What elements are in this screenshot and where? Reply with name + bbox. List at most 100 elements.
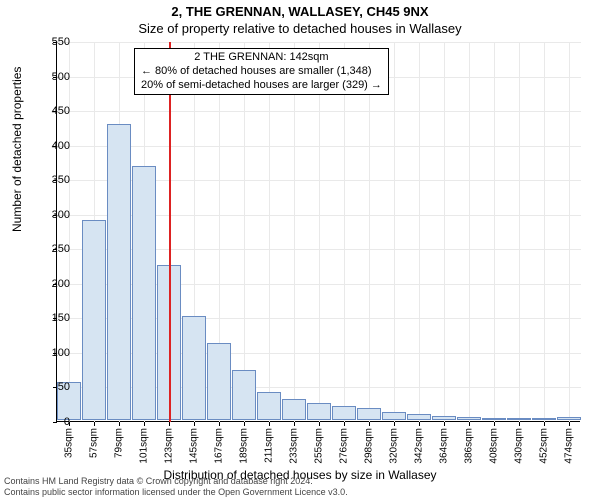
- histogram-bar: [257, 392, 281, 420]
- plot-area: 35sqm57sqm79sqm101sqm123sqm145sqm167sqm1…: [56, 42, 580, 422]
- footer-line-2: Contains public sector information licen…: [4, 487, 596, 498]
- ytick-label: 150: [40, 312, 70, 324]
- gridline-v: [469, 42, 470, 422]
- histogram-bar: [482, 418, 506, 420]
- xtick-mark: [494, 422, 495, 426]
- xtick-mark: [419, 422, 420, 426]
- ytick-label: 350: [40, 174, 70, 186]
- histogram-bar: [532, 418, 556, 420]
- xtick-label: 101sqm: [139, 428, 150, 464]
- y-axis-label: Number of detached properties: [10, 67, 24, 232]
- gridline-v: [344, 42, 345, 422]
- histogram-bar: [407, 414, 431, 420]
- xtick-mark: [394, 422, 395, 426]
- xtick-mark: [244, 422, 245, 426]
- histogram-bar: [82, 220, 106, 420]
- xtick-label: 320sqm: [388, 428, 399, 464]
- gridline-v: [369, 42, 370, 422]
- chart-title-2: Size of property relative to detached ho…: [0, 19, 600, 36]
- xtick-mark: [269, 422, 270, 426]
- histogram-bar: [432, 416, 456, 420]
- gridline-v: [444, 42, 445, 422]
- gridline-v: [569, 42, 570, 422]
- ytick-label: 250: [40, 243, 70, 255]
- xtick-mark: [169, 422, 170, 426]
- xtick-label: 79sqm: [114, 428, 125, 458]
- xtick-mark: [519, 422, 520, 426]
- footer-attribution: Contains HM Land Registry data © Crown c…: [0, 474, 600, 500]
- ytick-label: 550: [40, 36, 70, 48]
- annotation-line-1: 2 THE GRENNAN: 142sqm: [141, 51, 382, 65]
- gridline-v: [269, 42, 270, 422]
- histogram-bar: [132, 166, 156, 420]
- footer-line-1: Contains HM Land Registry data © Crown c…: [4, 476, 596, 487]
- histogram-bar: [307, 403, 331, 420]
- chart-container: 2, THE GRENNAN, WALLASEY, CH45 9NX Size …: [0, 0, 600, 500]
- xtick-label: 430sqm: [513, 428, 524, 464]
- histogram-bar: [507, 418, 531, 420]
- xtick-label: 276sqm: [338, 428, 349, 464]
- ytick-label: 300: [40, 209, 70, 221]
- gridline-v: [244, 42, 245, 422]
- reference-line: [169, 42, 171, 422]
- histogram-bar: [357, 408, 381, 420]
- xtick-label: 167sqm: [214, 428, 225, 464]
- xtick-mark: [469, 422, 470, 426]
- histogram-bar: [457, 417, 481, 420]
- chart-title-1: 2, THE GRENNAN, WALLASEY, CH45 9NX: [0, 0, 600, 19]
- ytick-label: 0: [40, 416, 70, 428]
- gridline-v: [394, 42, 395, 422]
- xtick-label: 408sqm: [488, 428, 499, 464]
- xtick-label: 123sqm: [164, 428, 175, 464]
- gridline-v: [294, 42, 295, 422]
- xtick-label: 255sqm: [314, 428, 325, 464]
- xtick-label: 211sqm: [264, 428, 275, 463]
- histogram-bar: [232, 370, 256, 420]
- xtick-mark: [294, 422, 295, 426]
- xtick-mark: [144, 422, 145, 426]
- histogram-bar: [182, 316, 206, 420]
- gridline-v: [69, 42, 70, 422]
- annotation-box: 2 THE GRENNAN: 142sqm ← 80% of detached …: [134, 48, 389, 95]
- ytick-label: 500: [40, 71, 70, 83]
- xtick-label: 35sqm: [64, 428, 75, 458]
- histogram-bar: [282, 399, 306, 420]
- xtick-label: 364sqm: [438, 428, 449, 464]
- gridline-v: [544, 42, 545, 422]
- histogram-bar: [207, 343, 231, 420]
- histogram-bar: [382, 412, 406, 420]
- gridline-v: [319, 42, 320, 422]
- xtick-mark: [344, 422, 345, 426]
- xtick-label: 298sqm: [363, 428, 374, 464]
- xtick-label: 386sqm: [463, 428, 474, 464]
- xtick-mark: [194, 422, 195, 426]
- gridline-v: [419, 42, 420, 422]
- ytick-label: 100: [40, 347, 70, 359]
- histogram-bar: [332, 406, 356, 420]
- ytick-label: 400: [40, 140, 70, 152]
- xtick-label: 342sqm: [413, 428, 424, 464]
- xtick-label: 233sqm: [289, 428, 300, 464]
- xtick-mark: [369, 422, 370, 426]
- histogram-bar: [557, 417, 581, 420]
- gridline-v: [494, 42, 495, 422]
- xtick-label: 452sqm: [538, 428, 549, 464]
- xtick-label: 57sqm: [89, 428, 100, 458]
- annotation-line-3: 20% of semi-detached houses are larger (…: [141, 79, 382, 93]
- xtick-label: 145sqm: [189, 428, 200, 464]
- ytick-label: 50: [40, 381, 70, 393]
- xtick-mark: [94, 422, 95, 426]
- xtick-mark: [219, 422, 220, 426]
- ytick-label: 450: [40, 105, 70, 117]
- xtick-label: 474sqm: [563, 428, 574, 464]
- xtick-mark: [544, 422, 545, 426]
- xtick-mark: [319, 422, 320, 426]
- histogram-bar: [107, 124, 131, 420]
- xtick-mark: [444, 422, 445, 426]
- xtick-mark: [569, 422, 570, 426]
- xtick-mark: [119, 422, 120, 426]
- annotation-line-2: ← 80% of detached houses are smaller (1,…: [141, 65, 382, 79]
- gridline-v: [519, 42, 520, 422]
- ytick-label: 200: [40, 278, 70, 290]
- xtick-label: 189sqm: [239, 428, 250, 464]
